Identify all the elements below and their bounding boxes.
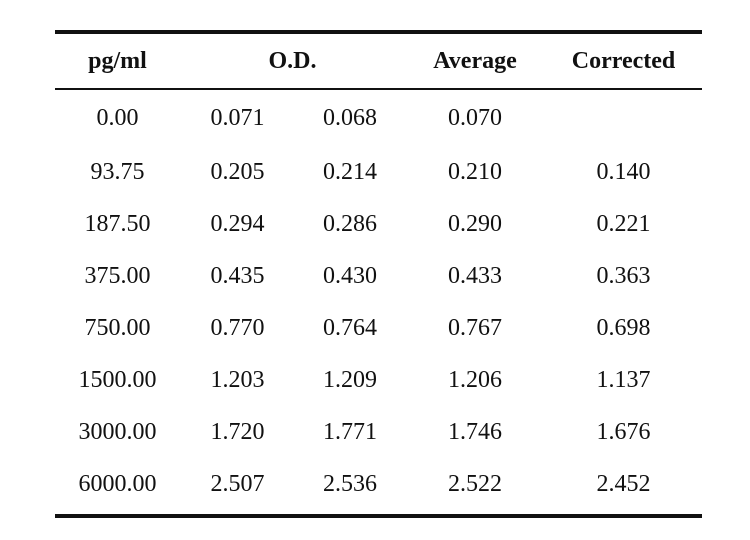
table-row: 3000.00 1.720 1.771 1.746 1.676 — [55, 406, 702, 458]
cell-corrected: 0.140 — [596, 158, 651, 185]
top-rule — [55, 30, 702, 34]
data-table: pg/ml O.D. Average Corrected — [55, 34, 702, 88]
cell-average: 0.433 — [448, 262, 502, 289]
cell-average: 0.290 — [448, 210, 502, 237]
table-row: 375.00 0.435 0.430 0.433 0.363 — [55, 250, 702, 302]
table-body: 0.00 0.071 0.068 0.070 93.75 0.205 0.214… — [55, 90, 702, 510]
cell-concentration: 0.00 — [96, 104, 139, 131]
cell-average: 1.746 — [448, 418, 502, 445]
cell-od2: 0.764 — [323, 314, 377, 341]
cell-od1: 0.071 — [210, 104, 265, 131]
cell-corrected: 0.698 — [596, 314, 651, 341]
cell-od2: 0.214 — [323, 158, 377, 185]
header-od: O.D. — [268, 47, 317, 74]
cell-od2: 1.771 — [323, 418, 377, 445]
cell-od1: 0.294 — [210, 210, 265, 237]
cell-corrected: 2.452 — [596, 470, 651, 497]
table-row: 0.00 0.071 0.068 0.070 — [55, 90, 702, 146]
table-row: 1500.00 1.203 1.209 1.206 1.137 — [55, 354, 702, 406]
header-corrected: Corrected — [571, 47, 676, 74]
cell-concentration: 3000.00 — [78, 418, 157, 445]
cell-od2: 1.209 — [323, 366, 377, 393]
cell-average: 0.210 — [448, 158, 502, 185]
cell-average: 2.522 — [448, 470, 502, 497]
cell-od1: 0.435 — [210, 262, 265, 289]
data-table-body: 0.00 0.071 0.068 0.070 93.75 0.205 0.214… — [55, 90, 702, 510]
cell-corrected — [545, 90, 702, 146]
cell-od2: 2.536 — [323, 470, 377, 497]
header-concentration: pg/ml — [88, 47, 147, 74]
cell-od2: 0.068 — [323, 104, 377, 131]
header-row: pg/ml O.D. Average Corrected — [55, 34, 702, 88]
cell-average: 1.206 — [448, 366, 502, 393]
cell-concentration: 1500.00 — [78, 366, 157, 393]
cell-od1: 1.720 — [210, 418, 265, 445]
cell-corrected: 0.221 — [596, 210, 651, 237]
cell-concentration: 93.75 — [90, 158, 145, 185]
cell-od1: 0.770 — [210, 314, 265, 341]
standard-curve-table: pg/ml O.D. Average Corrected 0.00 0.071 … — [55, 30, 702, 518]
table-header: pg/ml O.D. Average Corrected — [55, 34, 702, 88]
table-row: 750.00 0.770 0.764 0.767 0.698 — [55, 302, 702, 354]
cell-average: 0.767 — [448, 314, 502, 341]
cell-corrected: 1.676 — [596, 418, 651, 445]
header-average: Average — [433, 47, 517, 74]
cell-od2: 0.286 — [323, 210, 377, 237]
table-row: 187.50 0.294 0.286 0.290 0.221 — [55, 198, 702, 250]
bottom-rule — [55, 514, 702, 518]
table-row: 6000.00 2.507 2.536 2.522 2.452 — [55, 458, 702, 510]
cell-corrected: 0.363 — [596, 262, 651, 289]
table-row: 93.75 0.205 0.214 0.210 0.140 — [55, 146, 702, 198]
cell-od1: 1.203 — [210, 366, 265, 393]
cell-concentration: 187.50 — [84, 210, 151, 237]
cell-od1: 2.507 — [210, 470, 265, 497]
cell-od1: 0.205 — [210, 158, 265, 185]
cell-concentration: 6000.00 — [78, 470, 157, 497]
cell-average: 0.070 — [448, 104, 502, 131]
cell-concentration: 750.00 — [84, 314, 151, 341]
header-rule — [55, 88, 702, 90]
cell-od2: 0.430 — [323, 262, 377, 289]
cell-concentration: 375.00 — [84, 262, 151, 289]
cell-corrected: 1.137 — [596, 366, 651, 393]
